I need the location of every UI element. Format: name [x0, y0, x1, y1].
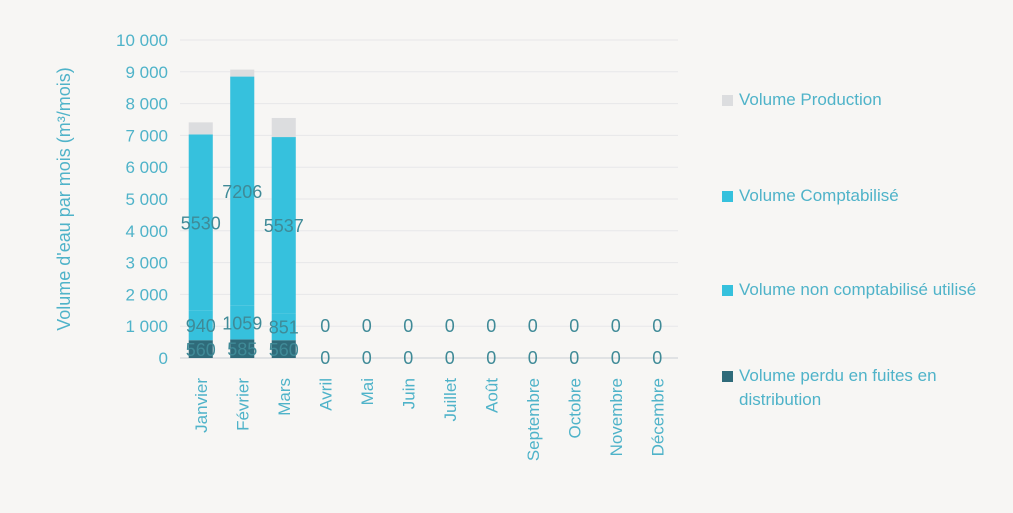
data-label: 0 [320, 348, 330, 368]
data-label: 0 [445, 316, 455, 336]
legend-label: Volume perdu en fuites en distribution [739, 364, 984, 412]
stacked-bar-chart: 0 1 000 2 000 3 000 4 000 5 000 6 000 7 000 8 00… [0, 0, 722, 513]
legend-swatch [722, 95, 733, 106]
legend-item: Volume non comptabilisé utilisé [722, 278, 984, 302]
data-label: 560 [269, 340, 299, 360]
x-tick-label: Décembre [648, 378, 667, 456]
y-tick-label: 8 000 [125, 95, 168, 114]
data-label: 0 [611, 348, 621, 368]
data-label: 0 [403, 348, 413, 368]
data-label: 0 [403, 316, 413, 336]
data-label: 0 [362, 316, 372, 336]
legend-swatch [722, 371, 733, 382]
data-label: 0 [652, 348, 662, 368]
bar-segment [230, 70, 254, 77]
data-label: 0 [362, 348, 372, 368]
data-label: 560 [186, 340, 216, 360]
y-tick-label: 3 000 [125, 254, 168, 273]
legend-item: Volume perdu en fuites en distribution [722, 364, 984, 412]
x-tick-label: Janvier [192, 378, 211, 433]
legend-item: Volume Comptabilisé [722, 184, 984, 208]
legend-label: Volume non comptabilisé utilisé [739, 278, 984, 302]
data-label: 585 [227, 340, 257, 360]
y-tick-label: 0 [159, 349, 168, 368]
chart-legend: Volume Production Volume Comptabilisé Volu… [722, 0, 1012, 513]
x-tick-label: Septembre [524, 378, 543, 461]
data-label: 0 [445, 348, 455, 368]
x-tick-label: Novembre [607, 378, 626, 456]
x-tick-label: Avril [316, 378, 335, 411]
data-label: 1059 [222, 314, 262, 334]
bar-segment [272, 118, 296, 137]
y-tick-label: 4 000 [125, 222, 168, 241]
y-axis-title: Volume d'eau par mois (m³/mois) [54, 67, 74, 331]
data-label: 0 [652, 316, 662, 336]
x-tick-label: Juillet [441, 378, 460, 422]
legend-swatch [722, 191, 733, 202]
data-label: 0 [611, 316, 621, 336]
x-tick-label: Juin [399, 378, 418, 409]
legend-label: Volume Comptabilisé [739, 184, 984, 208]
y-tick-label: 2 000 [125, 285, 168, 304]
data-label: 0 [528, 348, 538, 368]
data-label: 7206 [222, 182, 262, 202]
x-tick-label: Août [482, 378, 501, 413]
y-tick-label: 7 000 [125, 126, 168, 145]
legend-swatch [722, 285, 733, 296]
bar-segment [189, 122, 213, 134]
data-label: 851 [269, 318, 299, 338]
data-label: 0 [486, 348, 496, 368]
y-tick-label: 6 000 [125, 158, 168, 177]
data-label: 0 [569, 316, 579, 336]
data-label: 0 [486, 316, 496, 336]
y-tick-label: 10 000 [116, 31, 168, 50]
y-tick-label: 1 000 [125, 317, 168, 336]
legend-label: Volume Production [739, 88, 984, 112]
y-tick-label: 9 000 [125, 63, 168, 82]
data-label: 0 [320, 316, 330, 336]
x-tick-label: Mai [358, 378, 377, 405]
x-tick-label: Février [233, 378, 252, 431]
data-label: 5537 [264, 216, 304, 236]
legend-item: Volume Production [722, 88, 984, 112]
data-label: 940 [186, 316, 216, 336]
data-label: 0 [528, 316, 538, 336]
data-label: 5530 [181, 213, 221, 233]
data-label: 0 [569, 348, 579, 368]
x-tick-label: Octobre [565, 378, 584, 438]
x-tick-label: Mars [275, 378, 294, 416]
y-tick-label: 5 000 [125, 190, 168, 209]
